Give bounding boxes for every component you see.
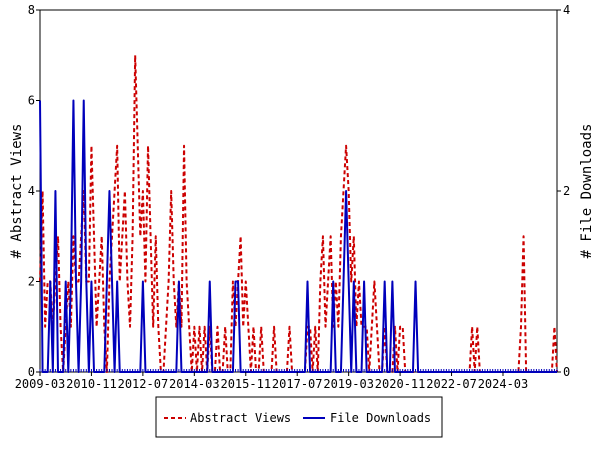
- y2-tick-label: 4: [563, 3, 570, 17]
- y2-tick-label: 0: [563, 365, 570, 379]
- y-tick-label: 6: [28, 94, 35, 108]
- x-tick-label: 2019-03: [323, 377, 374, 391]
- legend-box: [155, 396, 443, 438]
- legend-label-abstract-views: Abstract Views: [190, 411, 291, 425]
- x-tick-label: 2012-07: [118, 377, 169, 391]
- x-tick-label: 2020-11: [375, 377, 426, 391]
- x-tick-label: 2009-03: [15, 377, 66, 391]
- x-tick-label: 2017-07: [272, 377, 323, 391]
- y-tick-label: 4: [28, 184, 35, 198]
- x-tick-label: 2015-11: [220, 377, 271, 391]
- x-tick-label: 2010-11: [66, 377, 117, 391]
- series-line-file-downloads: [39, 99, 557, 373]
- y-tick-label: 2: [28, 275, 35, 289]
- legend-label-file-downloads: File Downloads: [330, 411, 431, 425]
- y-tick-label: 0: [28, 365, 35, 379]
- x-tick-label: 2014-03: [169, 377, 220, 391]
- x-tick-label: 2024-03: [478, 377, 529, 391]
- right-axis-title: # File Downloads: [579, 124, 595, 259]
- ticks-layer: 2009-03 2010-11 2012-07 2014-03 2015-11 2017-…: [15, 3, 571, 391]
- y-tick-label: 8: [28, 3, 35, 17]
- series-line-abstract-views: [39, 54, 558, 373]
- legend: Abstract Views File Downloads: [155, 396, 443, 438]
- series-layer: [39, 54, 558, 373]
- y2-tick-label: 2: [563, 184, 570, 198]
- plot-area: [39, 9, 558, 373]
- left-axis-title: # Abstract Views: [9, 124, 25, 259]
- x-tick-label: 2022-07: [426, 377, 477, 391]
